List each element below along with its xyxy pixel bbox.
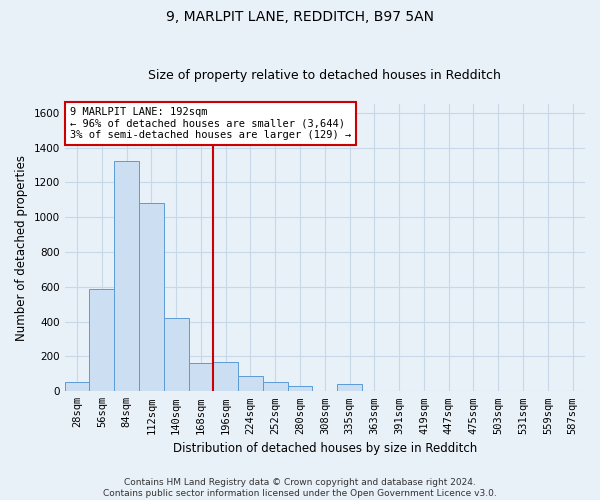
Bar: [139, 204, 164, 392]
Bar: [337, 384, 362, 392]
Y-axis label: Number of detached properties: Number of detached properties: [15, 154, 28, 340]
Bar: [214, 362, 238, 392]
Bar: [188, 364, 214, 392]
Bar: [65, 382, 89, 392]
Bar: [164, 318, 188, 392]
Bar: [89, 288, 114, 392]
Bar: [263, 382, 287, 392]
Text: 9, MARLPIT LANE, REDDITCH, B97 5AN: 9, MARLPIT LANE, REDDITCH, B97 5AN: [166, 10, 434, 24]
Bar: [287, 386, 313, 392]
Title: Size of property relative to detached houses in Redditch: Size of property relative to detached ho…: [148, 69, 501, 82]
Bar: [238, 376, 263, 392]
Bar: [114, 162, 139, 392]
Text: 9 MARLPIT LANE: 192sqm
← 96% of detached houses are smaller (3,644)
3% of semi-d: 9 MARLPIT LANE: 192sqm ← 96% of detached…: [70, 107, 351, 140]
X-axis label: Distribution of detached houses by size in Redditch: Distribution of detached houses by size …: [173, 442, 477, 455]
Text: Contains HM Land Registry data © Crown copyright and database right 2024.
Contai: Contains HM Land Registry data © Crown c…: [103, 478, 497, 498]
